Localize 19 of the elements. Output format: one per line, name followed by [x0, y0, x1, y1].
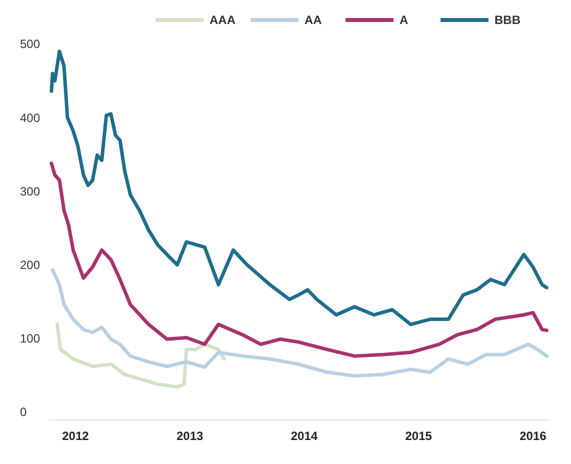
- legend-label: A: [400, 13, 408, 28]
- legend-label: AAA: [210, 13, 236, 28]
- line-series: [50, 50, 548, 326]
- y-tick-label: 0: [20, 405, 27, 420]
- x-tick-label: 2012: [62, 429, 90, 443]
- legend-label: AA: [304, 13, 322, 28]
- y-tick-label: 400: [20, 110, 40, 125]
- y-tick-label: 500: [20, 37, 40, 52]
- line-series: [50, 268, 548, 378]
- legend-label: BBB: [494, 13, 521, 28]
- x-tick-label: 2015: [405, 429, 432, 443]
- line-series: [50, 161, 548, 358]
- x-tick-label: 2014: [290, 429, 318, 443]
- x-tick-label: 2016: [520, 429, 547, 443]
- line-series: [55, 322, 226, 389]
- y-tick-label: 100: [20, 332, 40, 346]
- y-tick-label: 200: [20, 258, 40, 272]
- y-tick-label: 300: [20, 184, 40, 198]
- x-tick-label: 2013: [176, 429, 204, 443]
